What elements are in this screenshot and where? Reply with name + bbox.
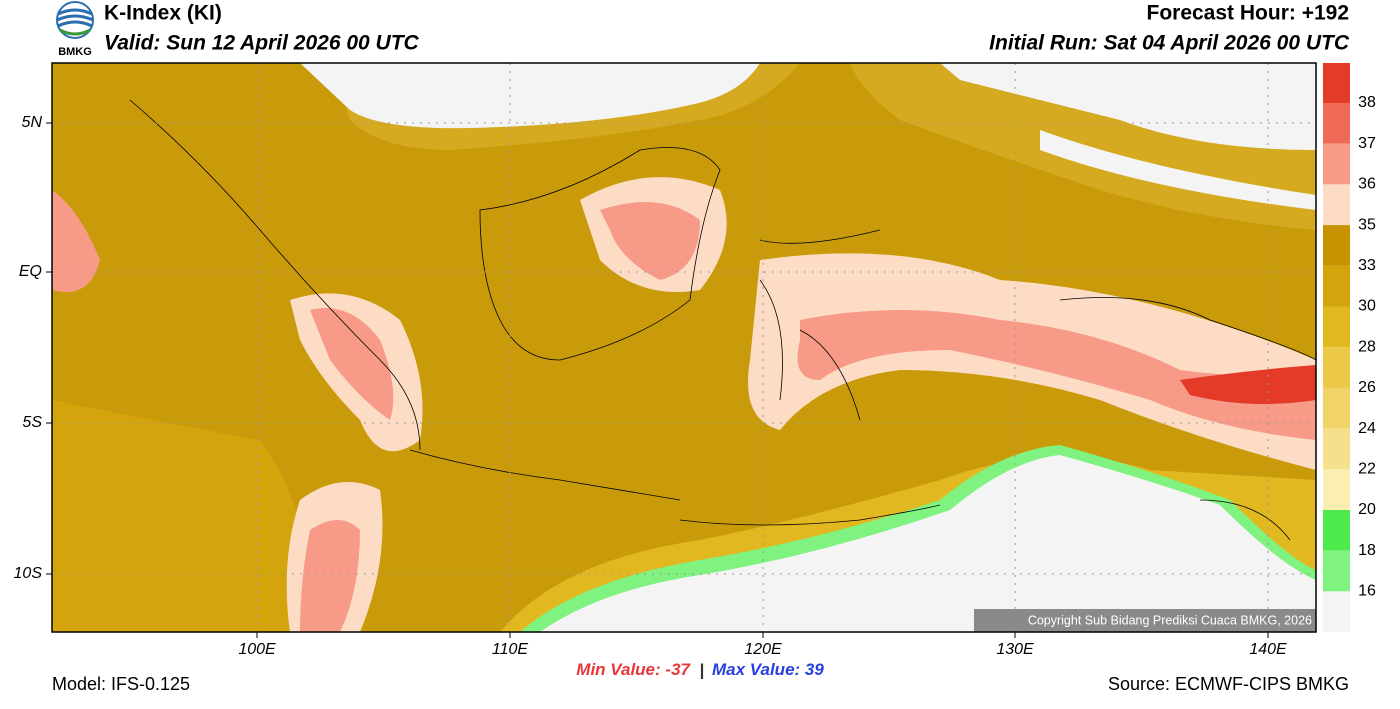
copyright: Copyright Sub Bidang Prediksi Cuaca BMKG… (1028, 613, 1312, 627)
colorbar-bin (1323, 428, 1350, 470)
colorbar-label: 28 (1358, 338, 1376, 355)
max-number: 39 (805, 660, 824, 679)
lat-label: 5S (22, 414, 42, 431)
colorbar-label: 22 (1358, 461, 1376, 478)
colorbar-label: 20 (1358, 501, 1376, 518)
colorbar-bin (1323, 265, 1350, 307)
lon-label: 110E (492, 641, 529, 658)
lon-label: 100E (238, 641, 276, 658)
min-number: -37 (665, 660, 691, 679)
lon-label: 120E (744, 641, 782, 658)
initial-run: Initial Run: Sat 04 April 2026 00 UTC (989, 32, 1350, 55)
map-field (52, 63, 1316, 632)
colorbar-bin (1323, 143, 1350, 185)
forecast-hour: Forecast Hour: +192 (1147, 2, 1350, 25)
separator: | (700, 660, 705, 679)
colorbar-bin (1323, 387, 1350, 429)
colorbar-label: 36 (1358, 176, 1376, 193)
lon-label: 140E (1249, 641, 1287, 658)
colorbar-bin (1323, 591, 1350, 632)
max-label: Max Value: (712, 660, 800, 679)
logo (56, 1, 94, 39)
colorbar-label: 38 (1358, 94, 1376, 111)
map-frame (51, 62, 1317, 633)
colorbar-bin (1323, 225, 1350, 266)
title: K-Index (KI) (104, 2, 222, 25)
graticule (52, 63, 1316, 632)
lat-label: 5N (22, 114, 43, 131)
lon-label: 130E (996, 641, 1034, 658)
colorbar-label: 30 (1358, 298, 1376, 315)
colorbar-bin (1323, 63, 1350, 103)
colorbar-bin (1323, 347, 1350, 388)
coastlines (129, 99, 1316, 541)
colorbar-label: 26 (1358, 379, 1376, 396)
lat-label: EQ (19, 263, 42, 280)
colorbar-label: 37 (1358, 135, 1376, 152)
colorbar-bin (1323, 306, 1350, 348)
colorbar-bin (1323, 469, 1350, 510)
colorbar-bin (1323, 510, 1350, 551)
valid-time: Valid: Sun 12 April 2026 00 UTC (104, 32, 420, 55)
colorbar-label: 33 (1358, 257, 1376, 274)
source: Source: ECMWF-CIPS BMKG (1108, 674, 1349, 694)
max-value: Max Value: 39 (712, 660, 824, 679)
lat-label: 10S (14, 565, 43, 582)
colorbar-label: 16 (1358, 583, 1376, 600)
logo-text: BMKG (58, 46, 92, 58)
colorbar-bin (1323, 550, 1350, 592)
min-label: Min Value: (576, 660, 660, 679)
colorbar-bin (1323, 103, 1350, 144)
colorbar-label: 35 (1358, 216, 1376, 233)
model: Model: IFS-0.125 (52, 674, 190, 694)
colorbar-label: 18 (1358, 542, 1376, 559)
colorbar-label: 24 (1358, 420, 1376, 437)
min-value: Min Value: -37 (576, 660, 691, 679)
colorbar-bin (1323, 184, 1350, 226)
